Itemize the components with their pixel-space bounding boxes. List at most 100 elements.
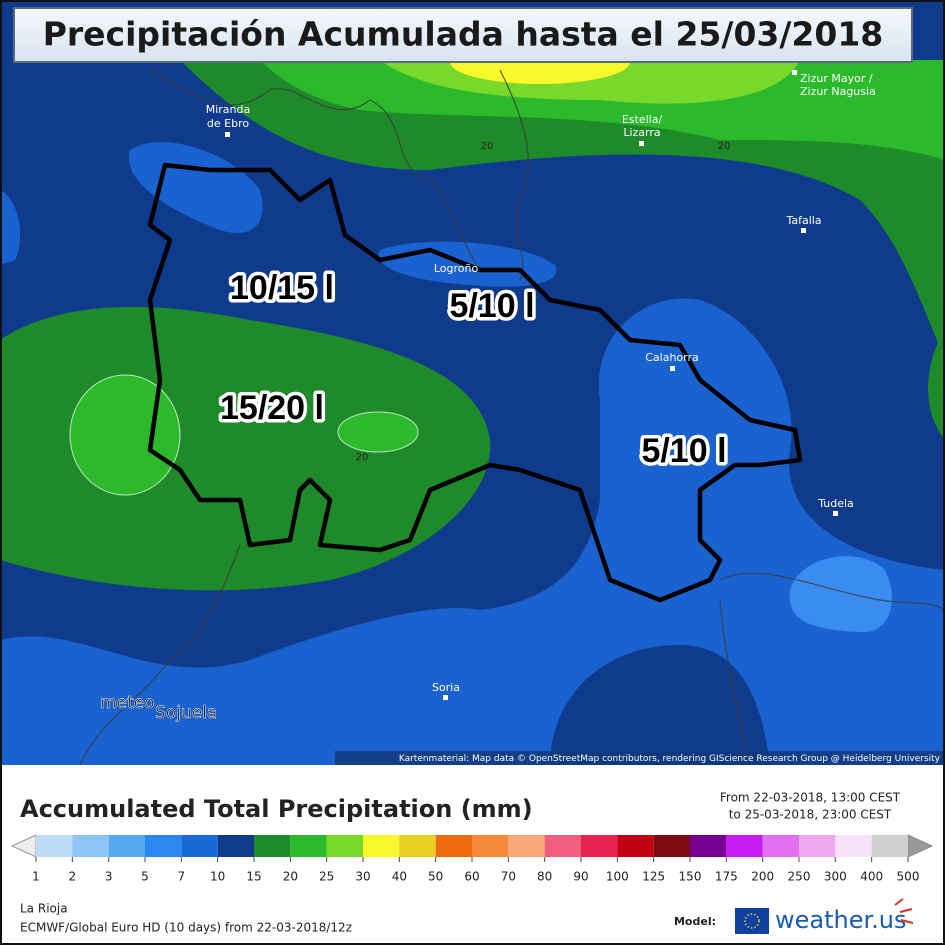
scale-label: 1 xyxy=(32,870,40,884)
place-label: Zizur Nagusia xyxy=(800,85,876,98)
contour-label: 20 xyxy=(718,141,731,152)
scale-label: 5 xyxy=(141,870,149,884)
map: Miranda de Ebro Estella/ Lizarra Zizur M… xyxy=(0,0,945,765)
place-label: Logroño xyxy=(434,262,479,275)
scale-label: 500 xyxy=(897,870,920,884)
scale-label: 200 xyxy=(751,870,774,884)
color-step xyxy=(36,835,73,857)
logo: meteo Sojuela xyxy=(100,693,218,724)
color-step xyxy=(399,835,436,857)
scale-label: 7 xyxy=(178,870,186,884)
color-step xyxy=(145,835,182,857)
scale-label: 10 xyxy=(210,870,225,884)
precip-area xyxy=(337,411,419,453)
attribution-bg xyxy=(335,751,945,765)
boundary-line xyxy=(499,69,529,281)
place-label: Calahorra xyxy=(645,351,699,364)
legend-from: From 22-03-2018, 13:00 CEST xyxy=(720,791,901,805)
color-step xyxy=(544,835,581,857)
color-step xyxy=(799,835,836,857)
scale-label: 40 xyxy=(392,870,407,884)
color-step xyxy=(762,835,799,857)
title: Precipitación Acumulada hasta el 25/03/2… xyxy=(43,15,884,54)
place-label: Lizarra xyxy=(623,126,660,139)
color-step xyxy=(835,835,872,857)
color-step xyxy=(508,835,545,857)
color-step xyxy=(363,835,400,857)
color-step xyxy=(581,835,618,857)
scale-label: 175 xyxy=(715,870,738,884)
place-label: Miranda xyxy=(206,103,251,116)
scale-label: 50 xyxy=(428,870,443,884)
scale-label: 80 xyxy=(537,870,552,884)
scale-label: 300 xyxy=(824,870,847,884)
color-step xyxy=(254,835,291,857)
place-label: Tudela xyxy=(817,497,854,510)
precip-area xyxy=(128,142,263,234)
legend-to: to 25-03-2018, 23:00 CEST xyxy=(729,808,892,822)
region-label: 10/15 l xyxy=(230,269,334,307)
place-marker xyxy=(639,141,644,146)
scale-label: 90 xyxy=(573,870,588,884)
place-marker xyxy=(670,366,675,371)
place-marker xyxy=(833,511,838,516)
boundaries xyxy=(79,69,945,765)
title-box xyxy=(13,7,913,63)
place-marker xyxy=(792,70,797,75)
precip-area xyxy=(260,60,945,160)
place-label: Zizur Mayor / xyxy=(800,72,873,85)
precip-area xyxy=(550,645,770,765)
eu-flag xyxy=(735,908,769,934)
legend-title: Accumulated Total Precipitation (mm) xyxy=(20,795,533,823)
color-step xyxy=(72,835,109,857)
precip-area xyxy=(0,298,945,765)
precip-area xyxy=(0,190,20,265)
color-step xyxy=(217,835,254,857)
place-label: Soria xyxy=(432,681,460,694)
scale-label: 125 xyxy=(642,870,665,884)
place-marker xyxy=(801,228,806,233)
scale-label: 70 xyxy=(501,870,516,884)
region-label: 15/20 l xyxy=(220,389,324,427)
brand-icon xyxy=(894,898,914,924)
color-step xyxy=(617,835,654,857)
scale-label: 60 xyxy=(464,870,479,884)
model-run: ECMWF/Global Euro HD (10 days) from 22-0… xyxy=(20,921,352,935)
scale-label: 2 xyxy=(69,870,77,884)
places: Miranda de Ebro Estella/ Lizarra Zizur M… xyxy=(206,70,876,700)
color-step xyxy=(871,835,908,857)
legend-region: La Rioja xyxy=(20,902,68,916)
scale-label: 15 xyxy=(246,870,261,884)
boundary-line xyxy=(719,572,945,611)
scale-label: 150 xyxy=(679,870,702,884)
logo-text: Sojuela xyxy=(155,703,217,723)
attribution: Kartenmaterial: Map data © OpenStreetMap… xyxy=(399,754,941,764)
color-step xyxy=(108,835,145,857)
model-label: Model: xyxy=(674,915,716,928)
contour-label: 20 xyxy=(356,452,369,463)
color-step xyxy=(326,835,363,857)
color-step xyxy=(181,835,218,857)
scale-label: 250 xyxy=(788,870,811,884)
boundary-line xyxy=(719,599,751,765)
color-step xyxy=(472,835,509,857)
brand: weather.us xyxy=(775,906,907,934)
region-labels: 10/15 l 5/10 l 15/20 l 5/10 l xyxy=(217,265,731,473)
color-step xyxy=(726,835,763,857)
scale-label: 30 xyxy=(355,870,370,884)
color-step xyxy=(690,835,727,857)
precip-area xyxy=(928,330,945,440)
scale-label: 20 xyxy=(283,870,298,884)
scale-label: 25 xyxy=(319,870,334,884)
contour-label: 20 xyxy=(481,141,494,152)
place-marker xyxy=(225,132,230,137)
la-rioja-border xyxy=(147,162,803,603)
place-label: Tafalla xyxy=(785,214,821,227)
place-label: de Ebro xyxy=(207,117,249,130)
color-step xyxy=(290,835,327,857)
scale-label: 100 xyxy=(606,870,629,884)
color-step xyxy=(653,835,690,857)
